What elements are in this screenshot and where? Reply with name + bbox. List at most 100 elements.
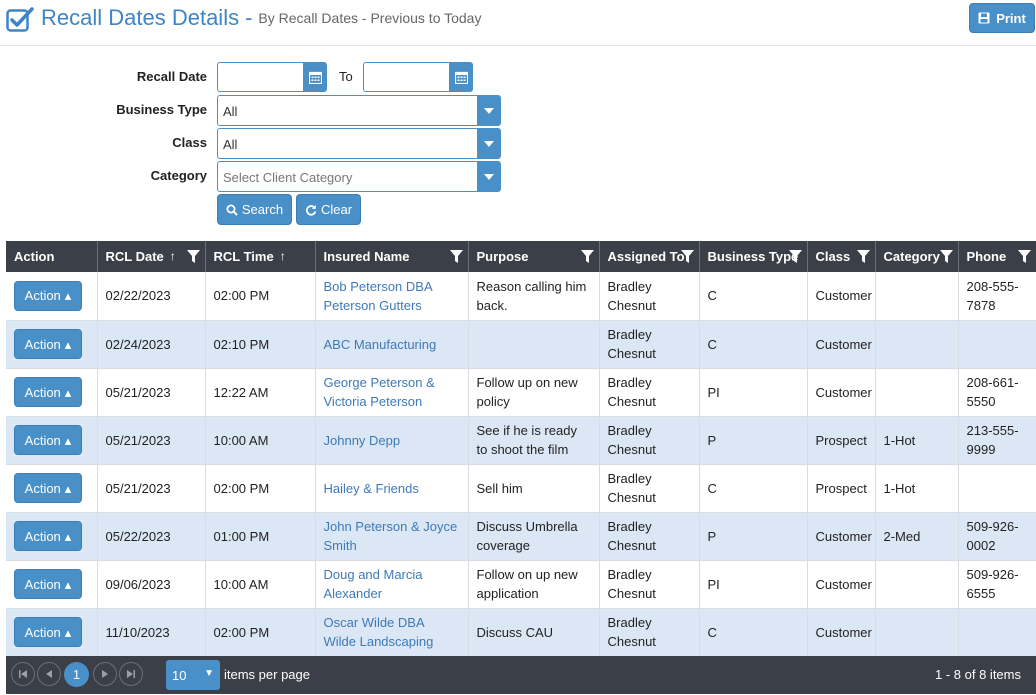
caret-up-icon: ▴ bbox=[64, 480, 72, 496]
action-cell: Action ▴ bbox=[6, 608, 98, 657]
sort-ascending-icon[interactable]: ↑ bbox=[169, 249, 176, 264]
class-cell: Prospect bbox=[807, 464, 876, 513]
clear-button[interactable]: Clear bbox=[296, 194, 361, 225]
category-cell bbox=[875, 368, 959, 417]
insured-name-cell: Oscar Wilde DBA Wilde Landscaping bbox=[315, 608, 469, 657]
phone-cell bbox=[958, 608, 1036, 657]
column-header-rcl-date[interactable]: RCL Date ↑ bbox=[97, 241, 206, 272]
pager-info: 1 - 8 of 8 items bbox=[935, 667, 1021, 682]
business-type-select[interactable]: All bbox=[217, 95, 501, 126]
column-header-label: Phone bbox=[966, 249, 1007, 265]
class-cell: Prospect bbox=[807, 416, 876, 465]
column-header-phone[interactable]: Phone bbox=[958, 241, 1036, 272]
table-row[interactable]: Action ▴ 02/24/2023 02:10 PM ABC Manufacturi… bbox=[6, 320, 1036, 369]
next-page-button[interactable] bbox=[93, 662, 117, 686]
action-button[interactable]: Action ▴ bbox=[14, 377, 82, 407]
clear-button-label: Clear bbox=[320, 202, 353, 217]
page-header: Recall Dates Details - By Recall Dates - P… bbox=[0, 0, 1036, 46]
filter-icon[interactable] bbox=[580, 250, 594, 263]
table-row[interactable]: Action ▴ 05/21/2023 02:00 PM Hailey & Friend… bbox=[6, 464, 1036, 513]
action-button[interactable]: Action ▴ bbox=[14, 617, 82, 647]
insured-name-link[interactable]: Johnny Depp bbox=[323, 432, 401, 448]
insured-name-link[interactable]: Oscar Wilde DBA Wilde Landscaping bbox=[323, 615, 434, 649]
column-header-category[interactable]: Category bbox=[875, 241, 959, 272]
table-row[interactable]: Action ▴ 02/22/2023 02:00 PM Bob Peterson DB… bbox=[6, 272, 1036, 321]
first-page-button[interactable] bbox=[11, 662, 35, 686]
recall-dates-grid: Action RCL Date ↑ RCL Time ↑ Insured Name Purp… bbox=[6, 241, 1036, 657]
action-button[interactable]: Action ▴ bbox=[14, 521, 82, 551]
action-button[interactable]: Action ▴ bbox=[14, 329, 82, 359]
column-header-purpose[interactable]: Purpose bbox=[468, 241, 600, 272]
insured-name-link[interactable]: John Peterson & Joyce Smith bbox=[323, 519, 458, 553]
filter-icon[interactable] bbox=[449, 250, 463, 263]
filter-icon[interactable] bbox=[856, 250, 870, 263]
filter-icon[interactable] bbox=[939, 250, 953, 263]
phone-cell bbox=[958, 320, 1036, 369]
table-row[interactable]: Action ▴ 11/10/2023 02:00 PM Oscar Wilde DBA… bbox=[6, 608, 1036, 657]
table-row[interactable]: Action ▴ 09/06/2023 10:00 AM Doug and Marcia… bbox=[6, 560, 1036, 609]
caret-down-icon: ▼ bbox=[204, 668, 214, 679]
insured-name-cell: John Peterson & Joyce Smith bbox=[315, 512, 469, 561]
purpose-cell: Sell him bbox=[468, 464, 600, 513]
page-title: Recall Dates Details - By Recall Dates - P… bbox=[41, 5, 481, 31]
print-button[interactable]: Print bbox=[969, 3, 1035, 33]
class-value: All bbox=[223, 137, 238, 152]
insured-name-cell: Johnny Depp bbox=[315, 416, 469, 465]
current-page-number[interactable]: 1 bbox=[64, 662, 89, 687]
business-type-cell: PI bbox=[699, 368, 808, 417]
previous-page-button[interactable] bbox=[37, 662, 61, 686]
action-cell: Action ▴ bbox=[6, 560, 98, 609]
filter-icon[interactable] bbox=[1017, 250, 1031, 263]
caret-down-icon[interactable] bbox=[477, 95, 500, 126]
column-header-insured-name[interactable]: Insured Name bbox=[315, 241, 469, 272]
action-button[interactable]: Action ▴ bbox=[14, 569, 82, 599]
recall-date-to-input[interactable] bbox=[363, 62, 450, 92]
column-header-business-type[interactable]: Business Type bbox=[699, 241, 808, 272]
rcl-time-cell: 01:00 PM bbox=[205, 512, 316, 561]
table-row[interactable]: Action ▴ 05/21/2023 10:00 AM Johnny Depp See … bbox=[6, 416, 1036, 465]
filter-icon[interactable] bbox=[788, 250, 802, 263]
action-button[interactable]: Action ▴ bbox=[14, 473, 82, 503]
action-button[interactable]: Action ▴ bbox=[14, 280, 82, 311]
caret-up-icon: ▴ bbox=[64, 576, 72, 592]
insured-name-link[interactable]: Bob Peterson DBA Peterson Gutters bbox=[323, 278, 432, 313]
column-header-class[interactable]: Class bbox=[807, 241, 876, 272]
insured-name-link[interactable]: ABC Manufacturing bbox=[323, 336, 437, 352]
calendar-icon bbox=[454, 71, 468, 84]
sort-ascending-icon[interactable]: ↑ bbox=[279, 249, 286, 264]
search-button-label: Search bbox=[241, 202, 284, 217]
caret-down-icon[interactable] bbox=[477, 128, 500, 159]
calendar-icon bbox=[308, 71, 322, 84]
recall-date-from-input[interactable] bbox=[217, 62, 304, 92]
search-button[interactable]: Search bbox=[217, 194, 292, 225]
column-header-assigned-to[interactable]: Assigned To bbox=[599, 241, 700, 272]
phone-cell bbox=[958, 464, 1036, 513]
recall-date-to-calendar-button[interactable] bbox=[449, 62, 473, 92]
filter-icon[interactable] bbox=[680, 250, 694, 263]
checkbox-checked-icon bbox=[6, 7, 34, 32]
assigned-to-cell: Bradley Chesnut bbox=[599, 560, 700, 609]
action-button[interactable]: Action ▴ bbox=[14, 425, 82, 455]
insured-name-link[interactable]: Doug and Marcia Alexander bbox=[323, 567, 423, 601]
page-size-value: 10 bbox=[172, 668, 187, 683]
category-select[interactable]: Select Client Category bbox=[217, 161, 501, 192]
insured-name-cell: Hailey & Friends bbox=[315, 464, 469, 513]
caret-down-icon[interactable] bbox=[477, 161, 500, 192]
recall-date-from-calendar-button[interactable] bbox=[303, 62, 327, 92]
column-header-action[interactable]: Action bbox=[6, 241, 98, 272]
rcl-date-cell: 02/24/2023 bbox=[97, 320, 206, 369]
recall-date-label: Recall Date bbox=[136, 69, 207, 84]
table-row[interactable]: Action ▴ 05/22/2023 01:00 PM John Peterson &… bbox=[6, 512, 1036, 561]
assigned-to-cell: Bradley Chesnut bbox=[599, 272, 700, 321]
column-header-label: Class bbox=[815, 249, 851, 265]
filter-icon[interactable] bbox=[186, 250, 200, 263]
last-page-button[interactable] bbox=[119, 662, 143, 686]
column-header-rcl-time[interactable]: RCL Time ↑ bbox=[205, 241, 316, 272]
page-size-select[interactable]: 10 ▼ bbox=[166, 660, 220, 690]
insured-name-link[interactable]: George Peterson & Victoria Peterson bbox=[323, 375, 435, 409]
table-row[interactable]: Action ▴ 05/21/2023 12:22 AM George Peterson… bbox=[6, 368, 1036, 417]
insured-name-link[interactable]: Hailey & Friends bbox=[323, 480, 419, 496]
phone-cell: 509-926-6555 bbox=[958, 560, 1036, 609]
class-select[interactable]: All bbox=[217, 128, 501, 159]
title-separator: - bbox=[245, 5, 253, 30]
